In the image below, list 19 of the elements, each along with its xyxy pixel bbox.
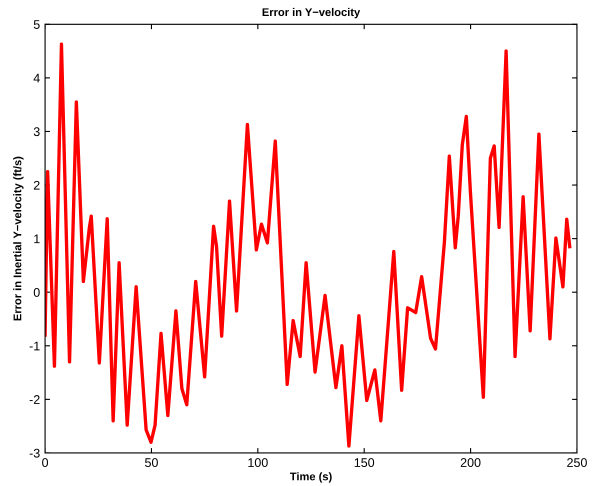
y-tick-label: -3 — [30, 448, 40, 458]
y-tick-label: 0 — [34, 288, 40, 297]
line-series — [45, 42, 572, 448]
y-tick-label: -2 — [30, 395, 40, 404]
y-tick-label: 4 — [34, 74, 40, 82]
x-tick-label: 200 — [460, 458, 481, 467]
x-tick-label: 250 — [567, 458, 587, 467]
y-tick-label: 1 — [34, 234, 40, 244]
x-tick-label: 100 — [248, 458, 268, 467]
y-tick-label: 2 — [34, 180, 40, 190]
x-tick-label: 150 — [354, 458, 374, 467]
y-tick-label: -1 — [30, 342, 40, 350]
chart-title: Error in Y−velocity — [262, 8, 360, 18]
y-tick-label: 3 — [34, 127, 40, 136]
y-tick-label: 5 — [34, 20, 40, 29]
x-tick-label: 0 — [42, 458, 48, 467]
y-axis-title: Error in Inertial Y−velocity (ft/s) — [13, 156, 24, 320]
x-axis-title: Time (s) — [290, 472, 332, 483]
x-tick-label: 50 — [145, 458, 158, 467]
